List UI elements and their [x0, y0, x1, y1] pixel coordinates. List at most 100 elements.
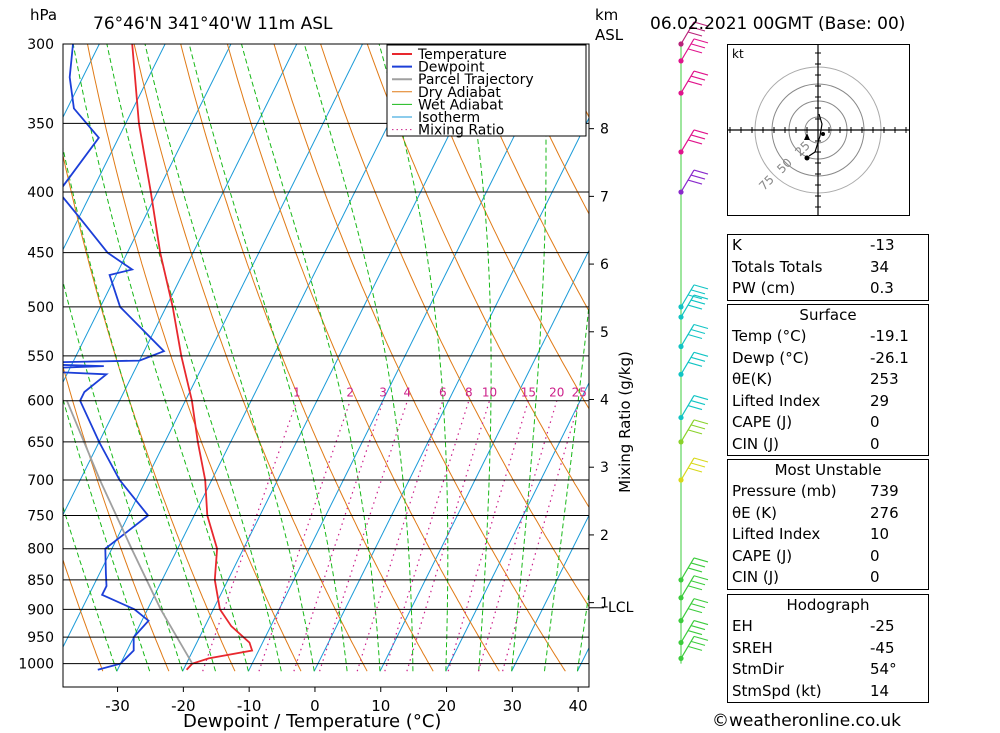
wind-barb-flag	[690, 400, 706, 406]
indices-panel: K -13 Totals Totals 34 PW (cm) 0.3	[727, 234, 929, 301]
mixing-ratio-line	[406, 400, 491, 672]
legend-entry: Temperature	[417, 47, 507, 63]
dry-adiabat-line	[63, 153, 236, 672]
lcl-label: LCL	[608, 600, 634, 616]
stat-label: StmDir	[732, 660, 784, 678]
dry-adiabat-line	[180, 44, 434, 672]
wind-barb-staff	[680, 636, 695, 659]
wind-barb-flag	[690, 43, 706, 49]
stat-label: EH	[732, 617, 753, 635]
stat-value: 14	[870, 681, 890, 700]
wind-barb-flag	[693, 38, 709, 44]
wind-level-dot	[678, 655, 684, 661]
wind-barb-flag	[687, 608, 703, 614]
wind-barb-staff	[680, 351, 695, 375]
km-tick-label: 8	[600, 122, 609, 138]
wind-barb-flag	[693, 294, 709, 300]
stat-row: Temp (°C) -19.1	[728, 326, 928, 348]
mixing-ratio-label: 6	[439, 386, 447, 400]
wet-adiabat-line	[188, 44, 348, 672]
wind-barb-flag	[690, 580, 706, 586]
stat-label: Temp (°C)	[732, 327, 807, 345]
pressure-tick-label: 400	[27, 185, 54, 201]
isobar-lines: 300 350 400 450 500 550 600 650 700 750 800 850 900 9…	[18, 37, 590, 688]
stat-label: θE (K)	[732, 503, 777, 522]
legend-entry: Isotherm	[418, 110, 480, 126]
mixing-ratio-line	[502, 400, 580, 672]
wind-barb-staff	[680, 129, 695, 153]
wind-barb-flag	[687, 48, 703, 54]
mixing-ratio-label: 2	[346, 386, 354, 400]
stat-row: CAPE (J) 0	[728, 412, 928, 434]
wind-barb-staff	[680, 457, 695, 481]
temperature-tick-label: -30	[105, 697, 130, 715]
temperature-tick-label: 40	[569, 697, 588, 715]
stat-row: EH -25	[728, 616, 928, 638]
mixing-ratio-line	[293, 400, 384, 672]
wind-barb-staff	[680, 395, 695, 418]
wet-adiabat-line	[144, 44, 315, 672]
stat-value: 0	[870, 413, 880, 431]
km-tick-label: 3	[600, 460, 609, 476]
dry-adiabat-line	[506, 44, 589, 215]
wind-barb-flag	[693, 351, 709, 357]
wind-barb-staff	[680, 294, 695, 318]
mixing-ratio-axis-title: Mixing Ratio (g/kg)	[616, 351, 634, 493]
stat-row: θE (K) 276	[728, 503, 928, 525]
wet-adiabat-line	[63, 279, 184, 672]
dry-adiabat-line	[961, 27, 1000, 672]
wind-barb-flag	[690, 328, 706, 335]
pressure-tick-label: 1000	[18, 657, 54, 673]
mixing-ratio-label: 15	[521, 386, 536, 400]
stat-row: θE(K) 253	[728, 369, 928, 391]
stat-value: 739	[870, 482, 899, 500]
wind-profile	[678, 21, 709, 664]
legend-box	[386, 44, 587, 137]
wind-barb-staff	[680, 598, 695, 621]
stat-label: Lifted Index	[732, 525, 821, 543]
hodograph-unit-label: kt	[732, 47, 744, 61]
stat-label: Totals Totals	[732, 257, 823, 276]
dry-adiabat-line	[413, 44, 589, 410]
stat-row: Pressure (mb) 739	[728, 481, 928, 503]
stat-row: CAPE (J) 0	[728, 546, 928, 568]
wind-barb-flag	[690, 134, 706, 140]
wind-barb-flag	[687, 361, 703, 367]
stat-value: 29	[870, 391, 890, 410]
mixing-ratio-line	[202, 400, 298, 672]
wind-barb-flag	[690, 299, 706, 305]
hodograph-stats-title: Hodograph	[786, 596, 870, 614]
mixing-ratio-lines	[202, 400, 580, 672]
dry-adiabat-line	[366, 44, 589, 509]
wind-barb-flag	[693, 169, 709, 175]
stat-value: 54°	[870, 660, 897, 678]
hodograph-trace	[808, 113, 823, 157]
wind-barb-flag	[687, 80, 703, 86]
wind-barb-flag	[687, 429, 703, 435]
km-tick-label: 1	[600, 596, 609, 612]
stat-value: 10	[870, 525, 890, 543]
temperature-tick-label: -20	[171, 697, 196, 715]
wind-barb-flag	[690, 424, 706, 430]
dry-adiabat-line	[273, 44, 566, 672]
wind-barb-flag	[693, 557, 709, 563]
km-tick-label: 2	[600, 528, 609, 544]
wind-barb-staff	[680, 38, 695, 62]
pressure-tick-label: 500	[27, 300, 54, 316]
wind-barb-flag	[687, 585, 703, 591]
stat-label: PW (cm)	[732, 279, 796, 297]
isotherm-line	[511, 514, 589, 672]
wind-barb-flag	[693, 284, 709, 290]
wind-barb-flag	[690, 640, 706, 646]
stat-row: Dewp (°C) -26.1	[728, 348, 928, 370]
wind-barb-flag	[693, 620, 709, 626]
credit-link[interactable]: ©weatheronline.co.uk	[712, 711, 902, 731]
wind-barb-flag	[687, 630, 703, 636]
isotherm-line	[63, 44, 364, 649]
stat-label: CAPE (J)	[732, 413, 793, 431]
hodograph-point	[821, 132, 825, 136]
wet-adiabat-line	[511, 44, 547, 672]
stat-value: 0	[870, 546, 880, 565]
dry-adiabat-line	[226, 44, 500, 672]
